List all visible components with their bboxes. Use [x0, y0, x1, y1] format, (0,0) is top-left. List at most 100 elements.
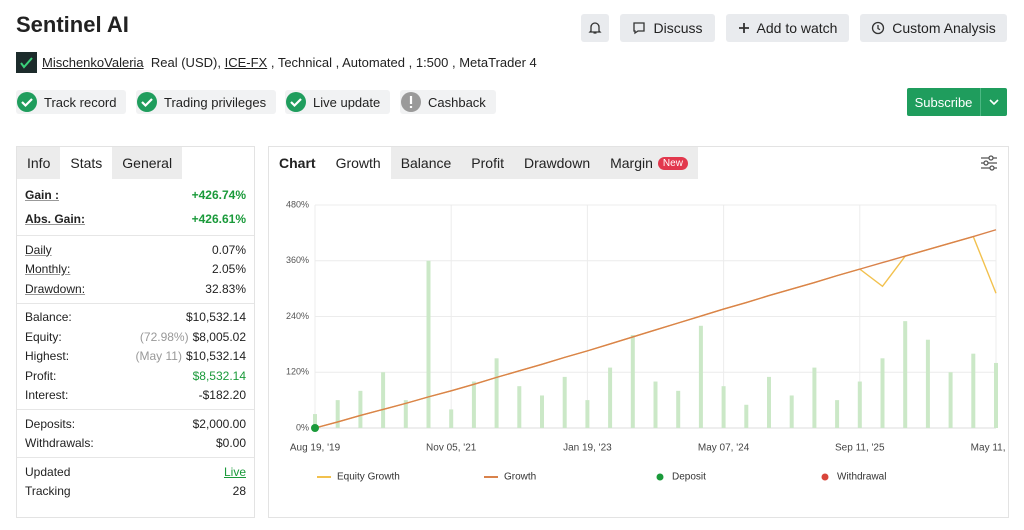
bar — [494, 358, 499, 428]
stat-group: Balance: $10,532.14 Equity: (72.98%) $8,005.… — [17, 304, 254, 410]
y-tick-label: 480% — [286, 199, 309, 209]
y-tick-label: 120% — [286, 367, 309, 377]
button-label: Custom Analysis — [892, 20, 996, 36]
stat-value: 0.07% — [211, 242, 246, 257]
stat-label: Monthly: — [25, 262, 71, 277]
stat-group: Daily 0.07% Monthly: 2.05% Drawdown: 32.83% — [17, 236, 254, 304]
chart: 0% 120% 240% 360% 480% Aug 19, '19 Nov 05, '21… — [286, 199, 1008, 483]
stats-panel: Info Stats General Gain : +426.74% Abs. Gain… — [16, 146, 255, 518]
tab[interactable]: Growth — [325, 147, 391, 179]
stat-value: 32.83% — [205, 281, 246, 296]
tab[interactable]: Margin New — [600, 147, 698, 179]
stat-value: +426.61% — [191, 212, 246, 226]
badge: Trading privileges — [136, 90, 277, 114]
legend-swatch — [821, 473, 829, 481]
stat-label: Balance: — [25, 310, 72, 325]
y-tick-label: 240% — [286, 311, 309, 321]
meta: MischenkoValeria Real (USD), ICE-FX , Te… — [42, 55, 537, 70]
stat-label: Highest: — [25, 349, 70, 364]
chart-panel: Chart Growth Balance Profit Drawdown Margin Ne… — [268, 146, 1009, 518]
tab[interactable]: General — [112, 147, 183, 179]
legend-label: Deposit — [672, 472, 706, 483]
bar — [789, 395, 794, 428]
badge: Track record — [16, 90, 127, 114]
notify-button[interactable] — [581, 14, 609, 42]
x-tick-label: Sep 11, '25 — [835, 443, 885, 454]
tab[interactable]: Profit — [461, 147, 514, 179]
stat-value: 28 — [232, 484, 246, 499]
badge-icon — [137, 92, 157, 112]
stat-row: Tracking 28 — [25, 482, 246, 502]
stat-label: Gain : — [25, 188, 60, 202]
subscribe-label: Subscribe — [914, 94, 973, 110]
settings-icon[interactable] — [979, 153, 999, 173]
bar — [608, 367, 613, 428]
stat-value: $0.00 — [215, 436, 246, 451]
bar — [994, 362, 998, 428]
tab[interactable]: Stats — [60, 147, 113, 179]
stat-label: Deposits: — [25, 416, 76, 431]
stat-row: Profit: $8,532.14 — [25, 366, 246, 386]
broker-link[interactable]: ICE-FX — [224, 55, 268, 70]
stat-note: (72.98%) — [139, 329, 189, 344]
stat-row: Deposits: $2,000.00 — [25, 414, 246, 434]
bar — [744, 404, 749, 428]
user-link[interactable]: MischenkoValeria — [42, 55, 144, 70]
x-tick-label: May 07, '24 — [698, 443, 750, 454]
analysis-button[interactable]: Custom Analysis — [860, 14, 1007, 42]
stat-value: -$182.20 — [198, 388, 246, 403]
bar — [948, 372, 953, 428]
account: Real (USD), — [150, 55, 221, 70]
badge: Cashback — [400, 90, 496, 114]
legend-swatch — [656, 473, 664, 481]
stat-note: (May 11) — [135, 349, 182, 364]
discuss-button[interactable]: Discuss — [620, 14, 715, 42]
stat-row: Monthly: 2.05% — [25, 260, 246, 280]
bar — [585, 400, 590, 428]
badge-label: Live update — [313, 94, 381, 110]
stat-row: Withdrawals: $0.00 — [25, 434, 246, 454]
bar — [449, 409, 454, 428]
stat-label: Tracking — [25, 484, 71, 499]
tab[interactable]: Drawdown — [513, 147, 601, 179]
stat-label: Updated — [25, 464, 71, 479]
tab[interactable]: Info — [17, 147, 61, 179]
bar — [335, 400, 340, 428]
bar — [676, 390, 681, 428]
x-tick-label: Nov 05, '21 — [426, 443, 477, 454]
stat-row: Drawdown: 32.83% — [25, 279, 246, 299]
y-tick-label: 360% — [286, 255, 309, 265]
stat-value: Live — [223, 464, 246, 479]
stat-row: Gain : +426.74% — [25, 183, 246, 207]
watch-button[interactable]: Add to watch — [726, 14, 849, 42]
badge-label: Track record — [44, 94, 117, 110]
bar — [903, 321, 908, 428]
bar — [517, 386, 522, 428]
bar — [880, 358, 885, 428]
stat-value: $8,005.02 — [192, 329, 246, 344]
subscribe-button[interactable]: Subscribe — [907, 88, 1007, 116]
badge-icon — [17, 92, 37, 112]
stat-value: $2,000.00 — [192, 416, 246, 431]
bar — [767, 376, 771, 428]
legend-label: Withdrawal — [837, 472, 886, 483]
stat-row: Abs. Gain: +426.61% — [25, 207, 246, 231]
bar — [358, 390, 363, 428]
tab[interactable]: Balance — [390, 147, 462, 179]
bar — [630, 335, 635, 428]
chart-tabs: Chart Growth Balance Profit Drawdown Margin Ne… — [269, 147, 1008, 179]
x-tick-label: Aug 19, '19 — [290, 443, 341, 454]
stat-label: Drawdown: — [25, 281, 86, 296]
x-tick-label: May 11, '26 — [971, 443, 1008, 454]
stats-tabs: Info Stats General — [17, 147, 254, 179]
stat-row: Equity: (72.98%) $8,005.02 — [25, 327, 246, 347]
stat-label: Withdrawals: — [25, 436, 94, 451]
legend-label: Growth — [504, 472, 536, 483]
stat-value: $10,532.14 — [185, 310, 246, 325]
bar — [562, 376, 567, 428]
stat-row: Highest: (May 11) $10,532.14 — [25, 347, 246, 367]
stat-value: $8,532.14 — [192, 368, 246, 383]
stat-label: Abs. Gain: — [25, 212, 86, 226]
bar — [426, 260, 431, 428]
